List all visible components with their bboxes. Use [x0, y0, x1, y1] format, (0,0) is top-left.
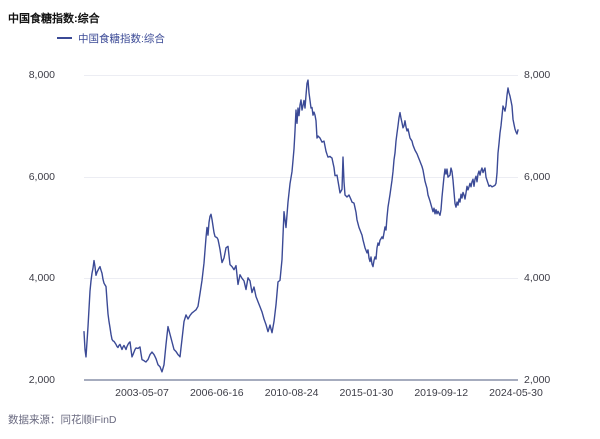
x-axis-label: 2024-05-30: [489, 387, 543, 399]
data-source-note: 数据来源：同花顺iFinD: [8, 414, 117, 426]
x-axis-label: 2006-06-16: [189, 387, 244, 399]
x-axis-label: 2015-01-30: [339, 387, 394, 399]
legend: 中国食糖指数:综合: [57, 31, 165, 45]
y-axis-label-left: 2,000: [28, 374, 55, 386]
y-axis-label-right: 4,000: [524, 272, 551, 285]
legend-line-marker-icon: [57, 37, 72, 39]
series-line: [83, 79, 519, 373]
page-title: 中国食糖指数:综合: [8, 13, 100, 25]
y-axis-label-right: 2,000: [524, 374, 551, 386]
y-axis-label-right: 8,000: [524, 69, 551, 81]
y-axis-label-left: 6,000: [28, 170, 55, 183]
gridline: [84, 176, 518, 178]
gridline: [84, 75, 518, 76]
gridline: [84, 278, 518, 280]
y-axis-label-left: 4,000: [28, 272, 55, 285]
legend-label: 中国食糖指数:综合: [78, 32, 165, 45]
x-axis-line: [84, 379, 518, 381]
x-axis-label: 2010-08-24: [264, 387, 319, 399]
x-axis-label: 2019-09-12: [414, 387, 469, 399]
y-axis-label-left: 8,000: [28, 69, 55, 81]
y-axis-label-right: 6,000: [524, 170, 551, 183]
x-axis-label: 2003-05-07: [115, 387, 169, 399]
